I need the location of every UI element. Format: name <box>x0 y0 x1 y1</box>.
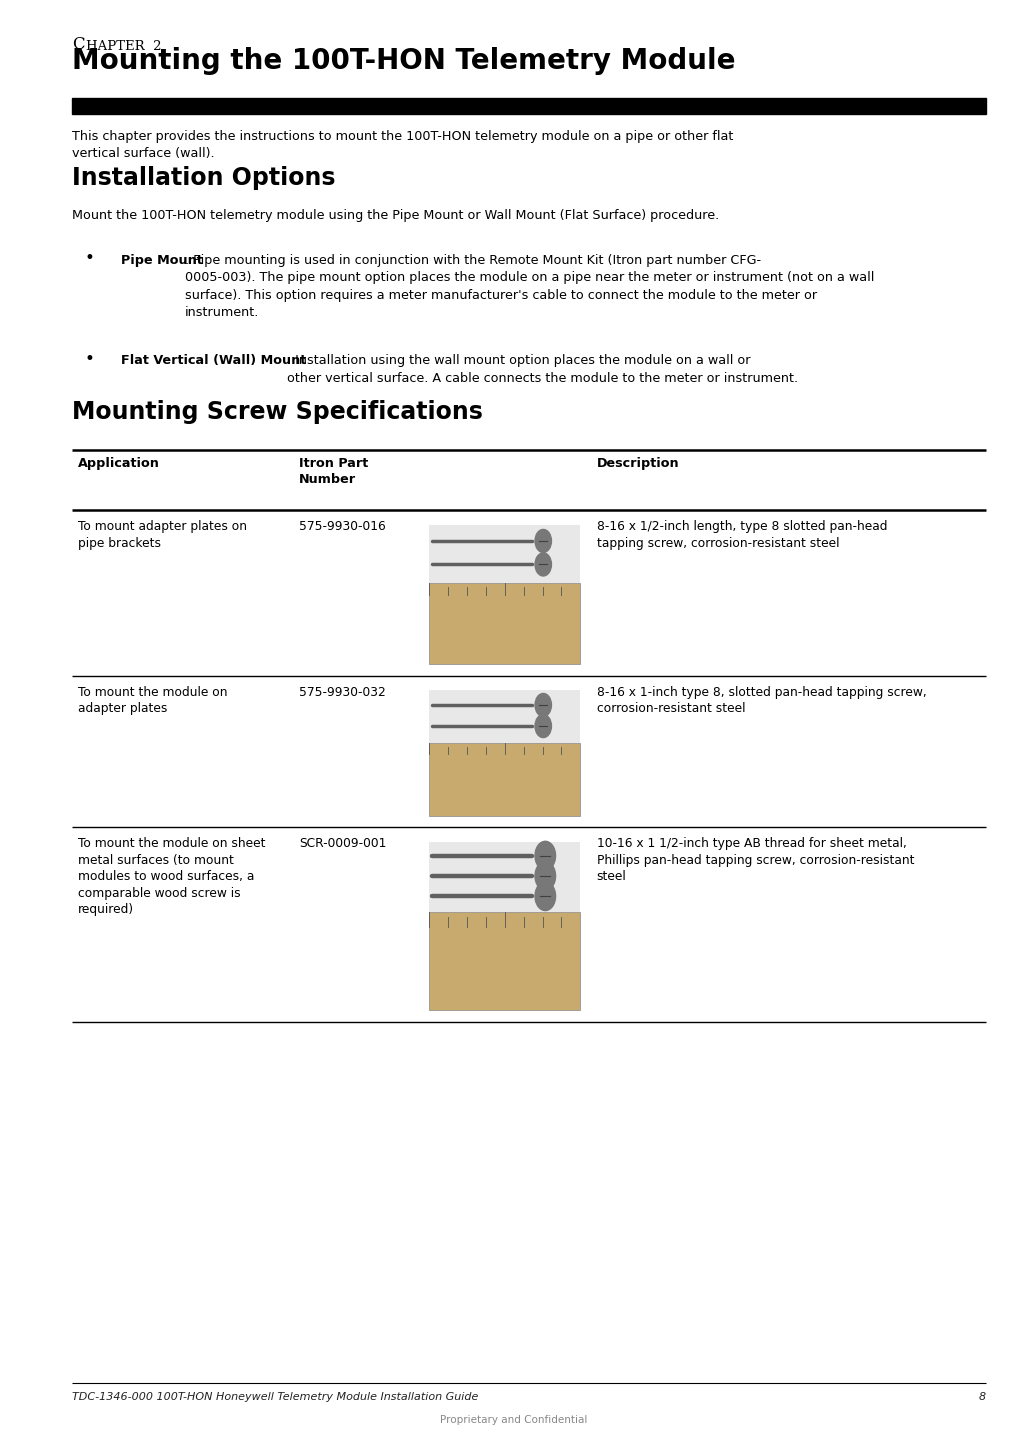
Circle shape <box>535 842 556 870</box>
Bar <box>429 690 580 744</box>
Text: 8-16 x 1-inch type 8, slotted pan-head tapping screw,
corrosion-resistant steel: 8-16 x 1-inch type 8, slotted pan-head t… <box>597 686 926 715</box>
Text: 10-16 x 1 1/2-inch type AB thread for sheet metal,
Phillips pan-head tapping scr: 10-16 x 1 1/2-inch type AB thread for sh… <box>597 837 914 883</box>
Bar <box>429 744 580 816</box>
Bar <box>429 584 580 664</box>
Circle shape <box>535 693 551 716</box>
Text: HAPTER  2: HAPTER 2 <box>86 40 162 53</box>
Bar <box>72 98 986 114</box>
Bar <box>429 912 580 1010</box>
Text: Proprietary and Confidential: Proprietary and Confidential <box>440 1415 587 1425</box>
Text: Flat Vertical (Wall) Mount: Flat Vertical (Wall) Mount <box>121 354 306 367</box>
Bar <box>429 525 580 584</box>
Text: 575-9930-032: 575-9930-032 <box>299 686 385 699</box>
Text: 575-9930-016: 575-9930-016 <box>299 520 385 533</box>
Circle shape <box>535 529 551 552</box>
Circle shape <box>535 715 551 738</box>
Text: Pipe Mount: Pipe Mount <box>121 254 203 267</box>
Bar <box>429 842 580 912</box>
Text: Mounting Screw Specifications: Mounting Screw Specifications <box>72 399 483 424</box>
Text: Application: Application <box>78 457 160 470</box>
Text: This chapter provides the instructions to mount the 100T-HON telemetry module on: This chapter provides the instructions t… <box>72 130 733 160</box>
Text: •: • <box>84 249 94 267</box>
Text: TDC-1346-000 100T-HON Honeywell Telemetry Module Installation Guide: TDC-1346-000 100T-HON Honeywell Telemetr… <box>72 1392 479 1402</box>
Text: To mount the module on sheet
metal surfaces (to mount
modules to wood surfaces, : To mount the module on sheet metal surfa… <box>78 837 266 916</box>
Text: Description: Description <box>597 457 679 470</box>
Text: . Installation using the wall mount option places the module on a wall or
other : . Installation using the wall mount opti… <box>287 354 798 385</box>
Text: Mount the 100T-HON telemetry module using the Pipe Mount or Wall Mount (Flat Sur: Mount the 100T-HON telemetry module usin… <box>72 209 719 222</box>
Circle shape <box>535 553 551 576</box>
Text: Itron Part
Number: Itron Part Number <box>299 457 368 486</box>
Text: . Pipe mounting is used in conjunction with the Remote Mount Kit (Itron part num: . Pipe mounting is used in conjunction w… <box>185 254 874 318</box>
Text: Installation Options: Installation Options <box>72 166 336 190</box>
Circle shape <box>535 862 556 891</box>
Text: Mounting the 100T-HON Telemetry Module: Mounting the 100T-HON Telemetry Module <box>72 48 735 75</box>
Text: To mount the module on
adapter plates: To mount the module on adapter plates <box>78 686 228 715</box>
Text: SCR-0009-001: SCR-0009-001 <box>299 837 386 850</box>
Text: 8: 8 <box>979 1392 986 1402</box>
Text: •: • <box>84 350 94 367</box>
Text: C: C <box>72 36 84 53</box>
Text: To mount adapter plates on
pipe brackets: To mount adapter plates on pipe brackets <box>78 520 248 549</box>
Text: 8-16 x 1/2-inch length, type 8 slotted pan-head
tapping screw, corrosion-resista: 8-16 x 1/2-inch length, type 8 slotted p… <box>597 520 887 549</box>
Circle shape <box>535 882 556 911</box>
